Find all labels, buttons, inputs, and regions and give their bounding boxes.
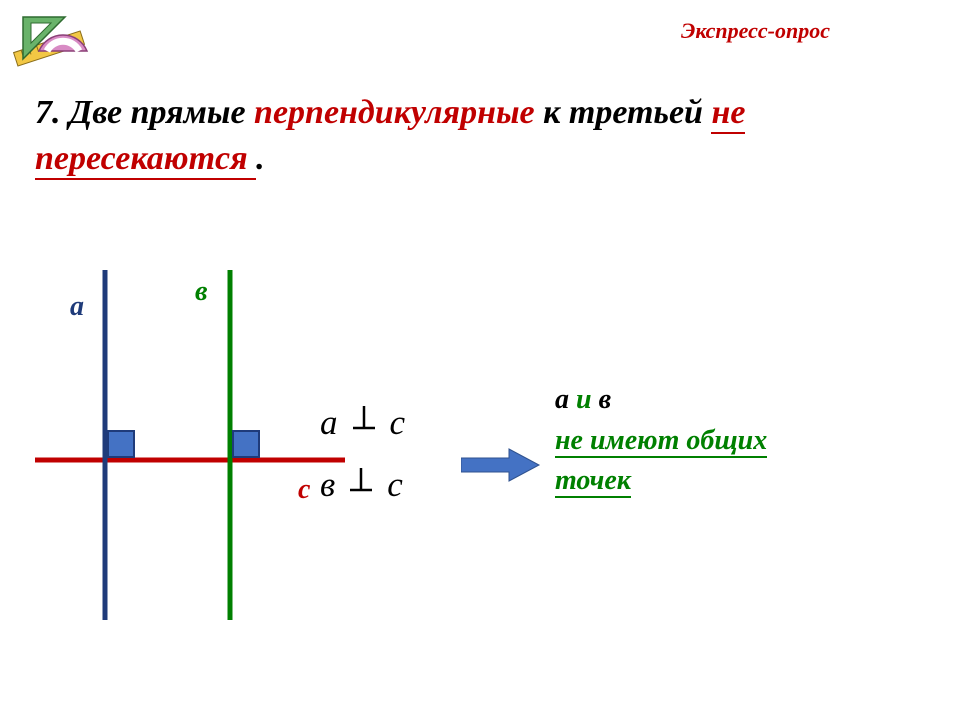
label-b: в — [195, 276, 208, 307]
perpendicular-formulas: а с в с — [320, 395, 405, 519]
formula-c1: с — [390, 395, 406, 451]
conclusion-line1: а и в — [555, 380, 767, 421]
right-angle-marker-b — [233, 431, 259, 457]
formula-c2: с — [387, 457, 403, 513]
conclusion-line2: не имеют общих — [555, 421, 767, 462]
title-word-perpendicular: перпендикулярные — [254, 94, 535, 131]
title-prefix: 7. Две прямые — [35, 94, 254, 131]
perp-icon — [347, 455, 375, 511]
title-suffix: . — [256, 140, 265, 177]
formula-a: а — [320, 395, 338, 451]
conclusion-text: а и в не имеют общих точек — [555, 380, 767, 502]
conc-and: и — [576, 384, 592, 415]
conc-l3: точек — [555, 465, 631, 498]
conc-b: в — [592, 384, 612, 415]
label-c: с — [298, 474, 311, 505]
main-statement: 7. Две прямые перпендикулярные к третьей… — [35, 90, 925, 182]
conc-a: а — [555, 384, 576, 415]
title-mid: к третьей — [535, 94, 712, 131]
perp-icon — [350, 393, 378, 449]
formula-row-2: в с — [320, 457, 405, 513]
corner-geometry-icon — [5, 5, 95, 80]
right-angle-marker-a — [108, 431, 134, 457]
formula-row-1: а с — [320, 395, 405, 451]
label-a: а — [70, 291, 84, 322]
implies-arrow-icon — [461, 445, 541, 485]
conc-l2: не имеют общих — [555, 425, 767, 458]
conclusion-line3: точек — [555, 461, 767, 502]
express-title: Экспресс-опрос — [681, 18, 830, 44]
formula-b: в — [320, 457, 335, 513]
